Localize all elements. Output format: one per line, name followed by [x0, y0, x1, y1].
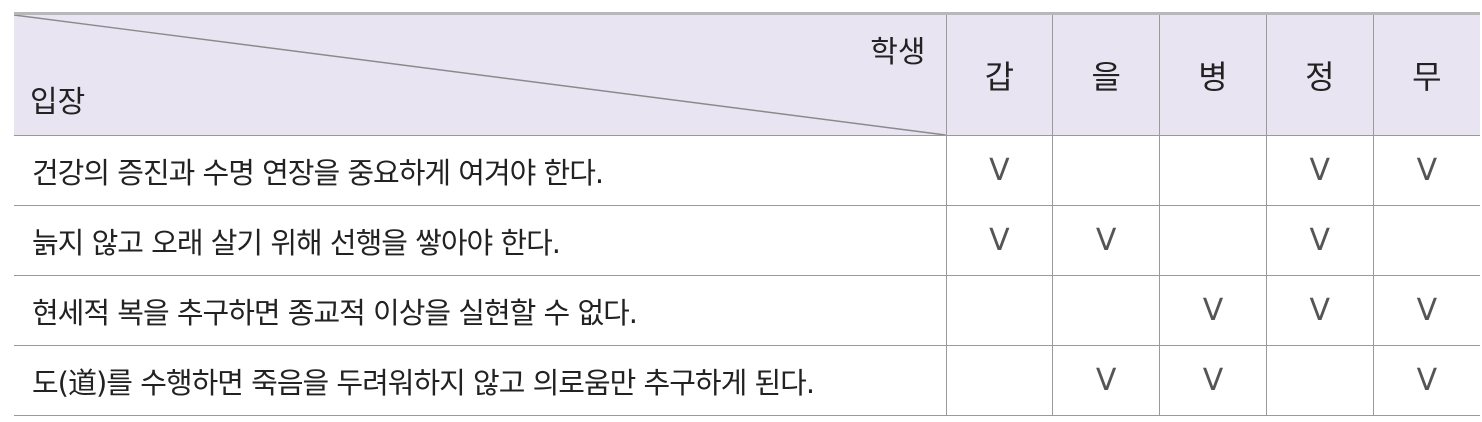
check-mark — [1159, 135, 1267, 206]
check-mark — [1052, 135, 1160, 206]
check-mark: V — [1159, 275, 1267, 346]
student-header-eul: 을 — [1052, 12, 1160, 136]
stance-text: 늙지 않고 오래 살기 위해 선행을 쌓아야 한다. — [14, 205, 946, 276]
table-row: 도(道)를 수행하면 죽음을 두려워하지 않고 의로움만 추구하게 된다. V … — [14, 345, 1480, 416]
check-mark: V — [1052, 345, 1160, 416]
check-mark — [945, 345, 1053, 416]
check-mark — [1372, 205, 1480, 276]
check-mark: V — [1265, 275, 1374, 346]
check-mark — [1265, 345, 1374, 416]
corner-cell: 학생 입장 — [14, 12, 946, 136]
header-row: 학생 입장 갑 을 병 정 무 — [14, 12, 1480, 136]
table-row: 늙지 않고 오래 살기 위해 선행을 쌓아야 한다. V V V — [14, 205, 1480, 276]
table-row: 건강의 증진과 수명 연장을 중요하게 여겨야 한다. V V V — [14, 135, 1480, 206]
student-header-byeong: 병 — [1159, 12, 1267, 136]
student-header-mu: 무 — [1372, 12, 1480, 136]
check-mark: V — [1372, 135, 1480, 206]
check-mark: V — [945, 135, 1053, 206]
check-mark: V — [1372, 275, 1480, 346]
stance-text: 건강의 증진과 수명 연장을 중요하게 여겨야 한다. — [14, 135, 946, 206]
check-mark: V — [1265, 135, 1374, 206]
check-mark: V — [945, 205, 1053, 276]
check-mark: V — [1052, 205, 1160, 276]
header-student-label: 학생 — [870, 35, 926, 70]
stance-text: 도(道)를 수행하면 죽음을 두려워하지 않고 의로움만 추구하게 된다. — [14, 345, 946, 416]
check-mark: V — [1159, 345, 1267, 416]
check-mark — [1052, 275, 1160, 346]
check-mark — [945, 275, 1053, 346]
table-row: 현세적 복을 추구하면 종교적 이상을 실현할 수 없다. V V V — [14, 275, 1480, 346]
student-header-jeong: 정 — [1265, 12, 1374, 136]
diagonal-divider — [14, 15, 946, 135]
check-mark: V — [1372, 345, 1480, 416]
check-mark: V — [1265, 205, 1374, 276]
stance-table: 학생 입장 갑 을 병 정 무 건강의 증진과 수명 연장을 중요하게 여겨야 … — [14, 12, 1480, 416]
student-header-gap: 갑 — [945, 12, 1053, 136]
stance-text: 현세적 복을 추구하면 종교적 이상을 실현할 수 없다. — [14, 275, 946, 346]
header-stance-label: 입장 — [30, 85, 86, 120]
check-mark — [1159, 205, 1267, 276]
